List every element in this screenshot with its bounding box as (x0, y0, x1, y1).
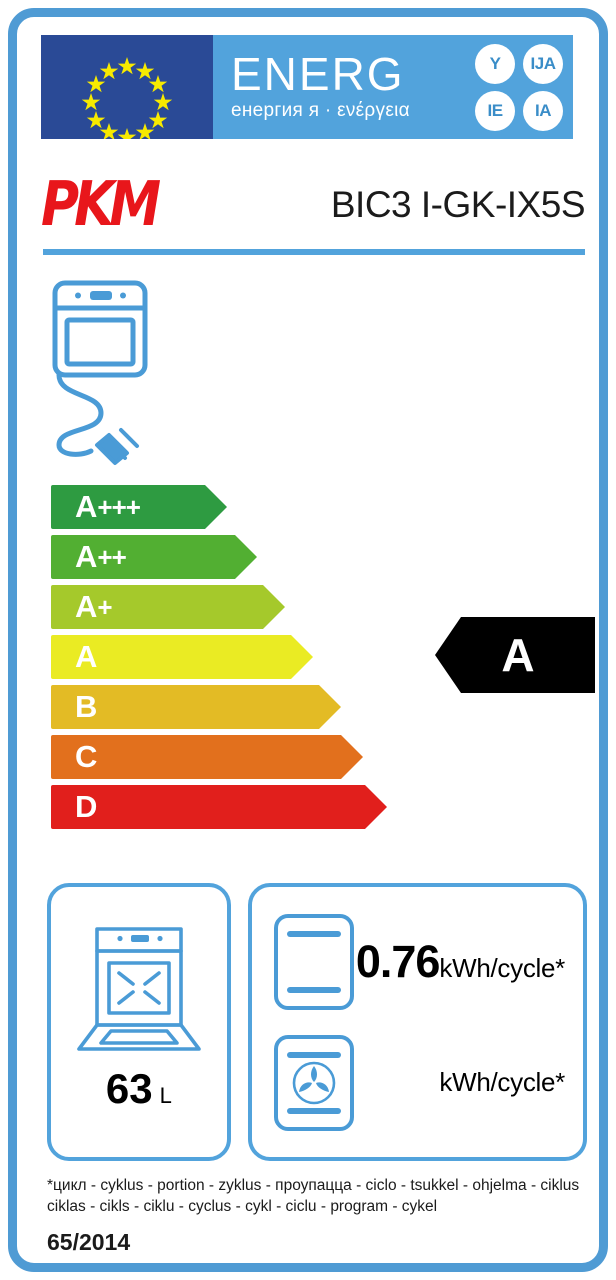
grade-arrow-aplusplusplus: A +++ (51, 485, 227, 529)
grade-plus: ++ (97, 541, 126, 572)
language-circle-ija: IJA (523, 43, 563, 84)
grade-letter: A (75, 589, 98, 624)
grade-plus: +++ (97, 491, 140, 522)
grade-row-b: B (51, 685, 381, 729)
grade-arrow-aplusplus: A ++ (51, 535, 257, 579)
volume-panel: 63 L (47, 883, 231, 1161)
eu-flag-stars (81, 57, 173, 146)
fan-forced-convection-icon (273, 1034, 354, 1131)
oven-cavity-volume-icon (77, 927, 201, 1051)
energ-text-block: ENERG енергия я · ενέργεια (231, 51, 475, 123)
grade-letter: D (75, 789, 98, 824)
energ-band: ENERG енергия я · ενέργεια Y IJA IE IA (213, 35, 573, 139)
volume-unit: L (159, 1083, 172, 1108)
energy-unit: kWh/cycle* (439, 1067, 565, 1097)
energy-readout-conventional: 0.76 kWh/cycle* (356, 936, 565, 988)
grade-letter: A (75, 539, 98, 574)
energy-value: 0.76 (355, 935, 441, 987)
eu-flag (41, 35, 213, 146)
model-name: BIC3 I-GK-IX5S (330, 184, 586, 225)
energ-subtitle: енергия я · ενέργεια (231, 100, 410, 121)
energy-consumption-panel: 0.76 kWh/cycle* (247, 883, 587, 1161)
footnote-line-1: *цикл - cyklus - portion - zyklus - проу… (47, 1177, 580, 1194)
grade-arrow-a: A (51, 635, 313, 679)
pkm-brand-logo: PKM (41, 169, 161, 241)
energy-rating-class: A (501, 629, 535, 681)
info-panels: 63 L 0.76 kWh/cycle* (47, 883, 587, 1161)
volume-readout: 63 L (106, 1055, 172, 1113)
grade-row-a: A (51, 635, 381, 679)
volume-value: 63 (105, 1065, 153, 1112)
energy-class-scale: A +++ A ++ A + A B C (51, 485, 381, 835)
language-circle-ia: IA (523, 90, 563, 131)
label-header: ENERG енергия я · ενέργεια Y IJA IE IA (41, 35, 573, 146)
grade-row-aplusplus: A ++ (51, 535, 381, 579)
footnote-line-2: ciklas - cikls - ciklu - cyclus - cykl -… (47, 1198, 438, 1215)
regulation-number: 65/2014 (47, 1229, 131, 1255)
cycle-translation-footnote: *цикл - cyklus - portion - zyklus - проу… (47, 1175, 592, 1217)
grade-arrow-b: B (51, 685, 341, 729)
brand-row: PKM BIC3 I-GK-IX5S (41, 169, 589, 241)
energy-row-fan-forced: kWh/cycle* (272, 1030, 565, 1136)
language-circles: Y IJA IE IA (475, 43, 563, 131)
oven-with-power-plug-icon (45, 275, 205, 475)
language-circle-ie: IE (475, 90, 515, 131)
grade-arrow-d: D (51, 785, 387, 829)
grade-row-c: C (51, 735, 381, 779)
energ-title: ENERG (231, 48, 405, 100)
language-circle-y: Y (475, 43, 515, 84)
brand-separator-rule (43, 249, 585, 255)
grade-arrow-aplus: A + (51, 585, 285, 629)
energy-readout-fan-forced: kWh/cycle* (439, 1067, 565, 1098)
grade-letter: B (75, 689, 98, 724)
grade-arrow-c: C (51, 735, 363, 779)
energy-label-card: ENERG енергия я · ενέργεια Y IJA IE IA P… (8, 8, 608, 1272)
grade-row-d: D (51, 785, 381, 829)
grade-letter: A (75, 639, 98, 674)
grade-row-aplusplusplus: A +++ (51, 485, 381, 529)
energy-row-conventional: 0.76 kWh/cycle* (272, 909, 565, 1015)
grade-row-aplus: A + (51, 585, 381, 629)
grade-letter: C (75, 739, 98, 774)
energy-unit: kWh/cycle* (439, 952, 565, 983)
energy-rating-arrow: A (435, 617, 595, 693)
conventional-heating-icon (273, 913, 354, 1010)
grade-plus: + (97, 591, 112, 622)
grade-letter: A (75, 489, 98, 524)
